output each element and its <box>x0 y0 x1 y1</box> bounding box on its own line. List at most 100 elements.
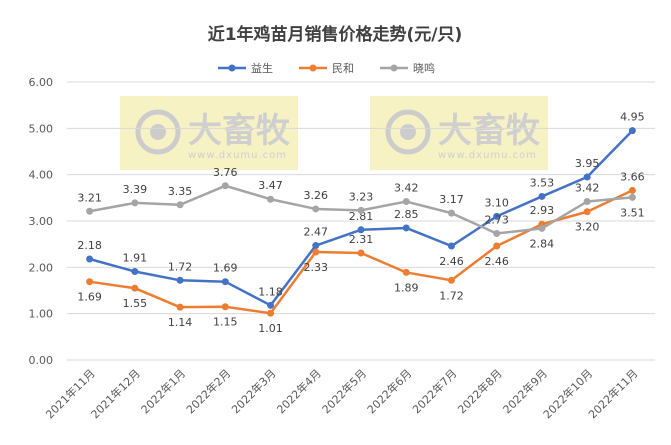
data-label: 3.95 <box>575 157 600 170</box>
data-label: 3.76 <box>213 166 238 179</box>
data-label: 2.81 <box>349 210 374 223</box>
data-label: 3.51 <box>620 206 645 219</box>
data-point <box>447 242 455 250</box>
x-tick-label: 2022年3月 <box>228 366 278 416</box>
data-label: 3.21 <box>77 191 102 204</box>
data-point <box>493 212 501 220</box>
data-point <box>221 278 229 286</box>
data-point <box>312 242 320 250</box>
watermark-brand: 大畜牧 <box>438 111 541 151</box>
data-label: 3.10 <box>484 196 509 209</box>
data-label: 2.93 <box>530 204 555 217</box>
logo-icon <box>135 109 181 155</box>
x-tick-label: 2022年9月 <box>500 366 550 416</box>
data-label: 1.89 <box>394 281 419 294</box>
data-point <box>176 201 184 209</box>
data-label: 1.01 <box>258 322 283 335</box>
data-point <box>176 276 184 284</box>
data-point <box>628 186 636 194</box>
data-point <box>221 182 229 190</box>
x-tick-label: 2022年8月 <box>455 366 505 416</box>
y-axis: 0.00 1.00 2.00 3.00 4.00 5.00 6.00 <box>29 76 54 367</box>
y-tick-label: 0.00 <box>29 354 54 367</box>
logo-icon <box>385 109 431 155</box>
series: 2.18 1.91 1.72 1.69 1.18 2.47 2.81 2.85 2.46 3.10… <box>77 111 644 336</box>
data-label: 2.46 <box>439 255 464 268</box>
data-point <box>402 224 410 232</box>
x-tick-label: 2022年4月 <box>274 366 324 416</box>
data-point <box>538 224 546 232</box>
data-label: 2.84 <box>530 237 555 250</box>
data-label: 1.18 <box>258 285 283 298</box>
data-label: 1.69 <box>77 291 102 304</box>
y-tick-label: 1.00 <box>29 308 54 321</box>
data-label: 3.23 <box>349 190 374 203</box>
data-point <box>312 205 320 213</box>
data-point <box>357 249 365 257</box>
data-point <box>493 242 501 250</box>
data-label: 3.42 <box>575 182 600 195</box>
data-point <box>267 309 275 317</box>
data-label: 2.18 <box>77 239 102 252</box>
data-label: 3.35 <box>168 185 193 198</box>
data-label: 3.20 <box>575 221 600 234</box>
watermark-url: www.dxumu.com <box>438 150 537 161</box>
data-point <box>628 127 636 135</box>
data-point <box>221 303 229 311</box>
legend: 益生 民和 晓鸣 <box>218 61 435 75</box>
x-tick-label: 2022年6月 <box>364 366 414 416</box>
legend-item: 民和 <box>299 62 354 75</box>
data-point <box>583 208 591 216</box>
data-label: 3.66 <box>620 170 645 183</box>
data-label: 3.17 <box>439 193 464 206</box>
data-point <box>176 303 184 311</box>
data-label: 1.55 <box>123 297 148 310</box>
data-point <box>447 209 455 217</box>
legend-item: 益生 <box>218 61 273 75</box>
data-label: 2.31 <box>349 233 374 246</box>
legend-label: 益生 <box>251 61 273 75</box>
data-point <box>131 284 139 292</box>
x-axis: 2021年11月2021年12月2022年1月2022年2月2022年3月202… <box>43 366 641 421</box>
y-tick-label: 3.00 <box>29 215 54 228</box>
data-label: 1.15 <box>213 316 238 329</box>
data-label: 2.46 <box>484 255 509 268</box>
data-point <box>538 192 546 200</box>
data-point <box>493 230 501 238</box>
data-point <box>267 301 275 309</box>
data-label: 3.53 <box>530 176 555 189</box>
y-tick-label: 4.00 <box>29 169 54 182</box>
y-tick-label: 2.00 <box>29 261 54 274</box>
data-point <box>86 278 94 286</box>
legend-item: 晓鸣 <box>380 61 435 75</box>
data-label: 1.72 <box>168 260 193 273</box>
data-point <box>583 173 591 181</box>
x-tick-label: 2022年5月 <box>319 366 369 416</box>
y-tick-label: 6.00 <box>29 76 54 89</box>
x-tick-label: 2022年2月 <box>183 366 233 416</box>
data-label: 1.91 <box>123 252 148 265</box>
data-point <box>402 268 410 276</box>
data-label: 3.26 <box>304 189 329 202</box>
data-point <box>267 195 275 203</box>
watermark-brand: 大畜牧 <box>188 111 291 151</box>
data-point <box>86 255 94 263</box>
legend-label: 晓鸣 <box>413 61 435 75</box>
x-tick-label: 2022年1月 <box>138 366 188 416</box>
y-tick-label: 5.00 <box>29 122 54 135</box>
series-1: 1.69 1.55 1.14 1.15 1.01 2.33 2.31 1.89 1.72 2.46… <box>77 170 644 335</box>
data-label: 2.73 <box>484 214 509 227</box>
data-label: 1.72 <box>439 289 464 302</box>
data-point <box>312 248 320 256</box>
watermark-url: www.dxumu.com <box>188 150 287 161</box>
data-point <box>357 206 365 214</box>
data-point <box>583 198 591 206</box>
data-label: 2.33 <box>304 261 329 274</box>
data-point <box>131 199 139 207</box>
data-point <box>86 207 94 215</box>
data-label: 2.47 <box>304 226 329 239</box>
data-point <box>628 193 636 201</box>
